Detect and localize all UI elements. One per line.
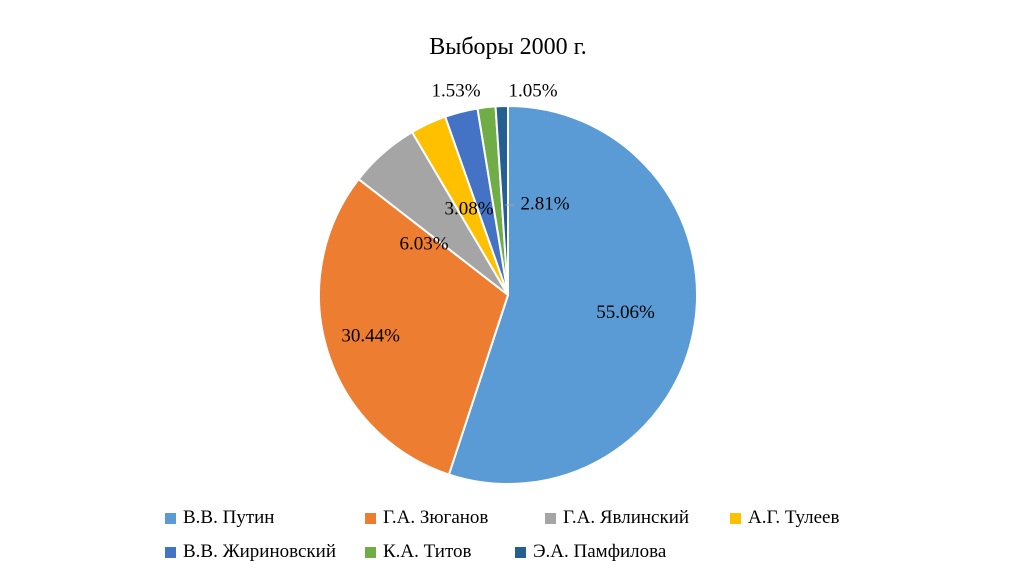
legend-label: Г.А. Явлинский <box>563 507 690 528</box>
legend-item-в-в-путин: В.В. Путин <box>165 506 365 530</box>
legend-label: В.В. Жириновский <box>183 541 336 562</box>
legend-item-к-а-титов: К.А. Титов <box>365 540 515 564</box>
legend-item-г-а-зюганов: Г.А. Зюганов <box>365 506 545 530</box>
data-label-к-а-титов: 1.53% <box>431 80 480 101</box>
legend-label: К.А. Титов <box>383 541 472 562</box>
legend-swatch <box>365 546 376 558</box>
data-label-г-а-явлинский: 6.03% <box>399 233 448 254</box>
data-label-в-в-путин: 55.06% <box>596 302 655 323</box>
chart-title: Выборы 2000 г. <box>429 34 587 60</box>
legend-swatch <box>165 546 176 558</box>
data-label-э-а-памфилова: 1.05% <box>508 80 557 101</box>
legend-item-в-в-жириновский: В.В. Жириновский <box>165 540 365 564</box>
legend-label: А.Г. Тулеев <box>748 507 840 528</box>
pie-slice-в-в-путин <box>447 104 698 485</box>
data-label-г-а-зюганов: 30.44% <box>341 325 400 346</box>
legend-swatch <box>545 512 556 524</box>
legend-item-г-а-явлинский: Г.А. Явлинский <box>545 506 730 530</box>
pie-slice-э-а-памфилова <box>494 104 509 296</box>
data-label-в-в-жириновский: 2.81% <box>520 193 569 214</box>
legend-item-а-г-тулеев: А.Г. Тулеев <box>730 506 885 530</box>
legend-item-э-а-памфилова: Э.А. Памфилова <box>515 540 695 564</box>
legend-label: Э.А. Памфилова <box>533 541 667 562</box>
legend-swatch <box>165 512 176 524</box>
legend: В.В. Путин Г.А. Зюганов Г.А. Явлинский А.Г.… <box>165 506 885 564</box>
pie-slice-г-а-зюганов <box>318 177 510 476</box>
legend-swatch <box>730 512 741 524</box>
legend-swatch <box>515 546 526 558</box>
data-label-а-г-тулеев: 3.08% <box>444 198 493 219</box>
legend-swatch <box>365 512 376 524</box>
legend-label: В.В. Путин <box>183 507 275 528</box>
legend-label: Г.А. Зюганов <box>383 507 489 528</box>
